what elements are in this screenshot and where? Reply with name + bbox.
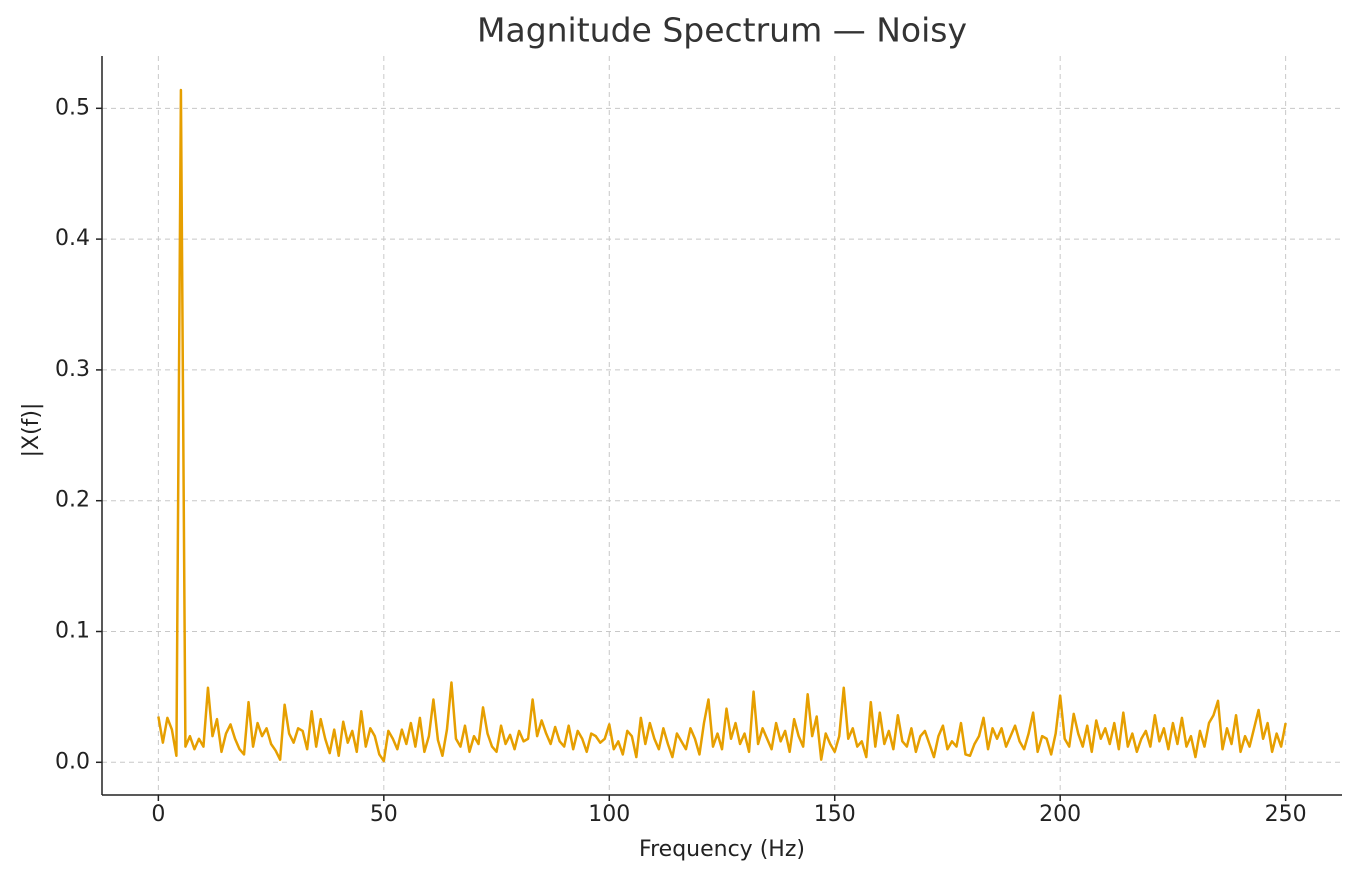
y-tick-label: 0.5 xyxy=(55,95,90,120)
chart-title: Magnitude Spectrum — Noisy xyxy=(477,11,967,50)
x-tick-label: 0 xyxy=(151,802,165,827)
spectrum-line xyxy=(157,88,1287,763)
x-tick-label: 200 xyxy=(1039,802,1081,827)
x-axis-label: Frequency (Hz) xyxy=(639,837,805,862)
x-tick-label: 250 xyxy=(1265,802,1307,827)
y-tick-label: 0.1 xyxy=(55,619,90,644)
y-axis-label: |X(f)| xyxy=(19,403,44,458)
x-tick-label: 150 xyxy=(814,802,856,827)
x-tick-label: 50 xyxy=(370,802,398,827)
y-tick-label: 0.2 xyxy=(55,488,90,513)
y-tick-label: 0.0 xyxy=(55,749,90,774)
x-tick-label: 100 xyxy=(588,802,630,827)
y-tick-label: 0.4 xyxy=(55,226,90,251)
y-tick-label: 0.3 xyxy=(55,357,90,382)
